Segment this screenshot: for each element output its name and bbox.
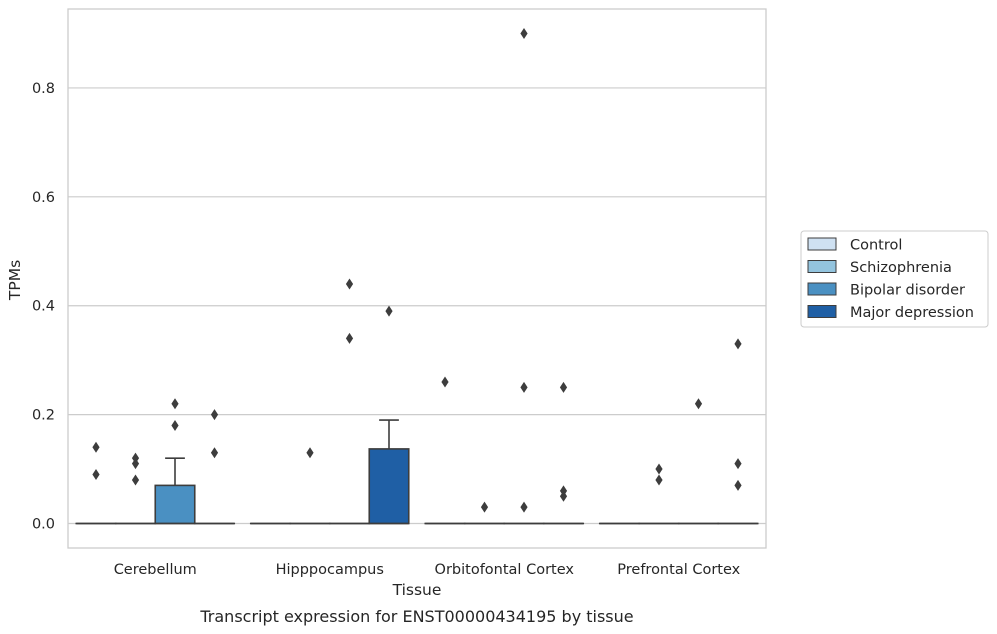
outlier-point [559,381,568,393]
legend-label: Major depression [850,305,974,321]
legend-item: Bipolar disorder [807,282,965,299]
y-tick-label: 0.8 [32,81,55,97]
box-series [75,419,759,525]
legend-label: Schizophrenia [850,260,952,276]
outlier-point [520,381,528,393]
outlier-point [734,458,742,470]
legend-swatch [807,305,837,318]
outlier-point [92,441,100,453]
y-tick-label: 0.2 [32,408,55,424]
legend-item: Control [807,237,902,254]
x-tick-labels: Cerebellum Hipppocampus Orbitofontal Corte… [114,562,741,578]
legend-swatch [807,282,837,296]
box [154,457,196,525]
x-tick-label: Hipppocampus [276,562,384,578]
x-axis-label: Tissue [392,581,442,599]
y-tick-labels: 0.0 0.2 0.4 0.6 0.8 [32,81,55,533]
outlier-point [210,409,219,421]
outlier-point [306,447,314,459]
outlier-point [345,332,354,344]
legend: Control Schizophrenia Bipolar disorder Majo… [800,230,989,328]
outlier-point [345,278,354,290]
legend-swatch [807,260,837,273]
outlier-point [694,398,703,410]
outlier-point [559,485,568,497]
plot-frame [67,8,767,549]
outlier-point [92,469,100,480]
x-tick-label: Orbitofontal Cortex [435,562,575,578]
outlier-point [131,452,140,464]
outlier-point [441,376,449,388]
outlier-point [385,305,393,317]
outlier-point [734,479,742,491]
legend-label: Bipolar disorder [850,283,965,299]
outlier-point [210,447,219,459]
y-axis-label: TPMs [6,260,24,301]
outlier-point [655,474,663,486]
legend-swatch [807,237,837,251]
box-body [154,484,196,525]
y-tick-label: 0.4 [32,299,55,315]
legend-label: Control [850,238,902,254]
x-tick-label: Prefrontal Cortex [617,562,740,578]
outlier-point [655,463,663,475]
box [368,419,410,525]
outlier-point [171,420,179,431]
box-body [368,448,410,525]
outlier-point [171,398,179,410]
outlier-point [520,501,528,513]
outlier-point [131,474,140,486]
legend-item: Major depression [807,305,974,321]
outlier-point [734,338,742,350]
outlier-point [520,28,528,39]
figure-caption: Transcript expression for ENST0000043419… [199,607,633,626]
outlier-point [480,501,489,513]
outlier-points [92,28,742,513]
legend-frame [800,230,989,328]
y-tick-label: 0.6 [32,190,55,206]
x-tick-label: Cerebellum [114,562,197,578]
legend-item: Schizophrenia [807,260,952,276]
y-tick-label: 0.0 [32,517,55,533]
